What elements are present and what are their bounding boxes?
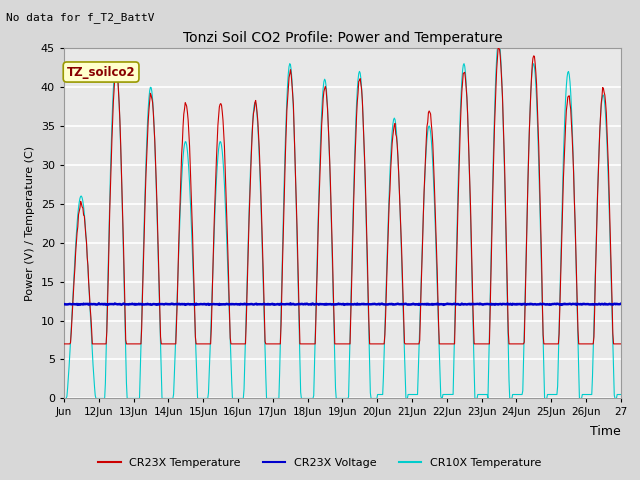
Title: Tonzi Soil CO2 Profile: Power and Temperature: Tonzi Soil CO2 Profile: Power and Temper… xyxy=(182,32,502,46)
Text: Time: Time xyxy=(590,425,621,438)
Text: TZ_soilco2: TZ_soilco2 xyxy=(67,66,136,79)
Text: No data for f_T2_BattV: No data for f_T2_BattV xyxy=(6,12,155,23)
Y-axis label: Power (V) / Temperature (C): Power (V) / Temperature (C) xyxy=(26,145,35,301)
Legend: CR23X Temperature, CR23X Voltage, CR10X Temperature: CR23X Temperature, CR23X Voltage, CR10X … xyxy=(94,453,546,472)
